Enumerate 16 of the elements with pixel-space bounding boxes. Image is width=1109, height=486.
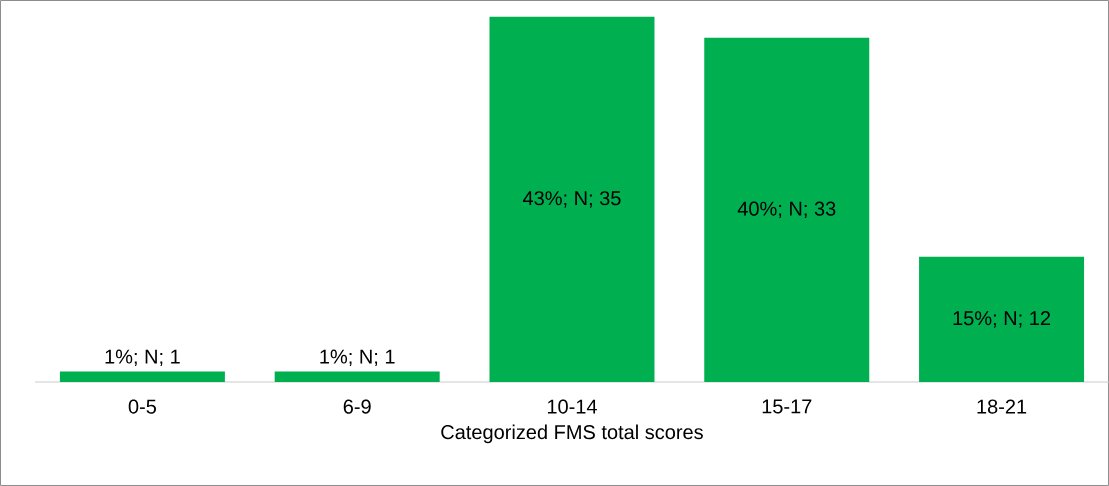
x-axis-title: Categorized FMS total scores <box>441 424 703 444</box>
bar <box>274 371 440 382</box>
x-tick-label: 10-14 <box>547 399 597 414</box>
x-tick-label: 0-5 <box>128 399 157 414</box>
data-label: 15%; N; 12 <box>953 311 1050 328</box>
data-label: 1%; N; 1 <box>320 349 395 367</box>
data-label: 1%; N; 1 <box>105 349 180 367</box>
bar <box>704 37 870 382</box>
x-tick-label: 6-9 <box>343 399 371 414</box>
bar <box>919 256 1085 382</box>
x-tick-label: 15-17 <box>762 399 812 414</box>
data-label: 43%; N; 35 <box>522 191 621 208</box>
bar <box>489 16 655 382</box>
data-label: 40%; N; 33 <box>737 201 836 219</box>
bar <box>59 371 225 382</box>
x-tick-label: 18-21 <box>977 399 1027 414</box>
